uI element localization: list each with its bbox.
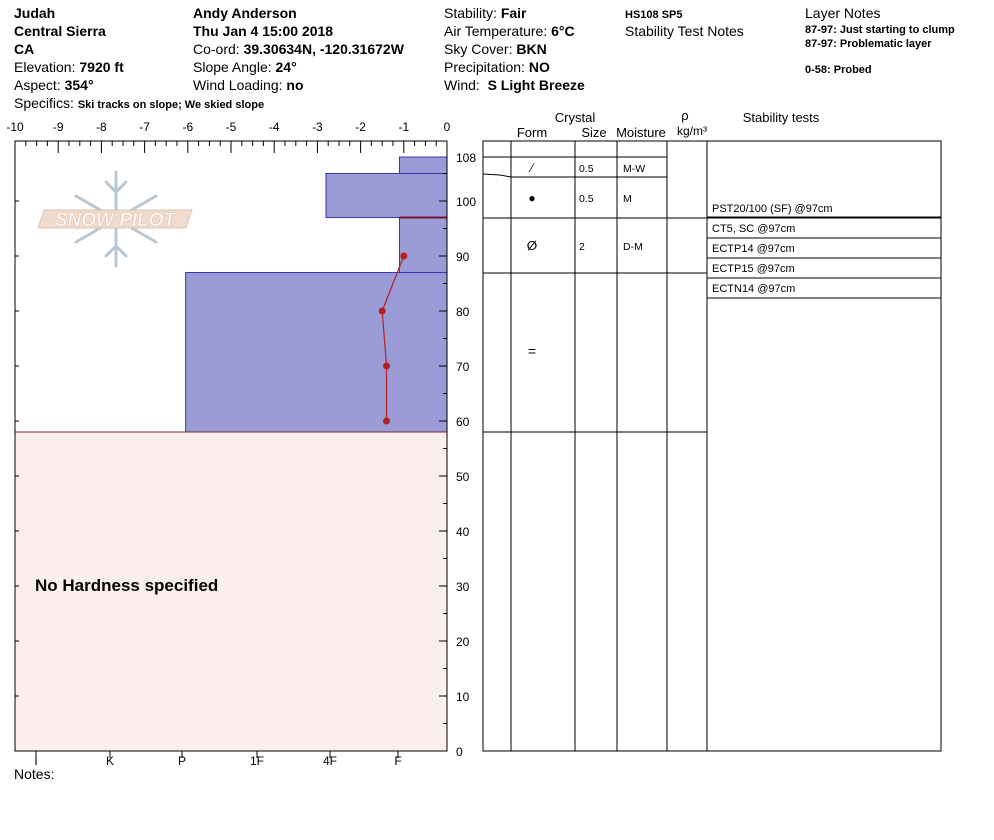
height-tick-label: 0 — [456, 745, 463, 759]
height-tick-label: 100 — [456, 195, 476, 209]
temp-tick-label: -7 — [139, 120, 150, 134]
state: CA — [14, 41, 35, 57]
temperature-point — [383, 362, 391, 370]
layer-note-2: 87-97: Problematic layer — [805, 38, 932, 50]
header-rho: ρ — [681, 108, 688, 123]
header-stability-tests: Stability tests — [743, 110, 820, 125]
layer-size: 0.5 — [579, 193, 594, 205]
observer: Andy Anderson — [193, 5, 297, 21]
header-size: Size — [581, 125, 606, 140]
hardness-tick-label: K — [106, 754, 114, 768]
sky-cover: Sky Cover: BKN — [444, 41, 547, 57]
air-temperature: Air Temperature: 6°C — [444, 23, 575, 39]
layer-size: 2 — [579, 241, 585, 253]
hardness-tick-label: I — [34, 754, 37, 768]
leader-line — [482, 173, 512, 178]
layer-moisture: M-W — [623, 163, 645, 175]
wind: Wind: S Light Breeze — [444, 77, 585, 93]
layer-moisture: D-M — [623, 241, 643, 253]
layer-note-1: 87-97: Just starting to clump — [805, 24, 955, 36]
layer-note-3: 0-58: Probed — [805, 64, 872, 76]
header-moisture: Moisture — [616, 125, 666, 140]
height-tick-label: 20 — [456, 635, 470, 649]
temperature-point — [378, 307, 386, 315]
logo-text: SNOW PILOT — [55, 210, 177, 231]
layer-moisture: M — [623, 193, 632, 205]
temp-tick-label: -1 — [398, 120, 409, 134]
height-tick-label: 80 — [456, 305, 470, 319]
temp-tick-label: -4 — [269, 120, 280, 134]
hardness-tick-label: P — [178, 754, 186, 768]
stability-test: ECTP14 @97cm — [712, 243, 795, 255]
layer-notes-title: Layer Notes — [805, 5, 881, 21]
aspect: Aspect: 354° — [14, 77, 94, 93]
header-form: Form — [517, 125, 547, 140]
coordinates: Co-ord: 39.30634N, -120.31672W — [193, 41, 404, 57]
wind-loading: Wind Loading: no — [193, 77, 304, 93]
temp-tick-label: 0 — [444, 120, 451, 134]
temp-tick-label: -6 — [182, 120, 193, 134]
snow-height: HS108 SP5 — [625, 9, 683, 21]
specifics: Specifics: Ski tracks on slope; We skied… — [14, 95, 265, 111]
header-density-unit: kg/m³ — [677, 124, 707, 138]
temp-tick-label: -5 — [226, 120, 237, 134]
temp-tick-label: -9 — [53, 120, 64, 134]
layer-form: ⁄ — [528, 161, 535, 175]
height-tick-label: 50 — [456, 470, 470, 484]
layer-form: ● — [528, 191, 535, 205]
layer-form: ⵁ — [527, 239, 538, 253]
stability-test: ECTP15 @97cm — [712, 263, 795, 275]
hardness-layer-1 — [325, 173, 448, 218]
stability-test: PST20/100 (SF) @97cm — [712, 203, 833, 215]
hardness-tick-label: 1F — [250, 754, 264, 768]
stability-test-notes-label: Stability Test Notes — [625, 23, 744, 39]
snowpilot-logo: SNOW PILOT — [37, 170, 193, 268]
mountain-range: Central Sierra — [14, 23, 106, 39]
hardness-tick-label: 4F — [323, 754, 337, 768]
height-tick-label: 60 — [456, 415, 470, 429]
hardness-tick-label: F — [394, 754, 401, 768]
temperature-line — [381, 255, 405, 421]
stability-test: CT5, SC @97cm — [712, 223, 795, 235]
height-tick-label: 10 — [456, 690, 470, 704]
datetime: Thu Jan 4 15:00 2018 — [193, 23, 334, 39]
hardness-layer-3 — [185, 272, 448, 433]
temp-tick-label: -3 — [312, 120, 323, 134]
location-name: Judah — [14, 5, 56, 21]
layer-table-frame — [482, 140, 942, 752]
temperature-point — [383, 417, 391, 425]
temp-tick-label: -2 — [355, 120, 366, 134]
height-tick-label: 30 — [456, 580, 470, 594]
height-tick-label: 90 — [456, 250, 470, 264]
header-crystal: Crystal — [555, 110, 596, 125]
stability-test: ECTN14 @97cm — [712, 283, 795, 295]
elevation: Elevation: 7920 ft — [14, 59, 124, 75]
height-tick-label: 40 — [456, 525, 470, 539]
temp-tick-label: -8 — [96, 120, 107, 134]
notes-label: Notes: — [14, 766, 55, 782]
layer-form: = — [528, 343, 536, 359]
slope-angle: Slope Angle: 24° — [193, 59, 297, 75]
hardness-layer-2 — [398, 217, 448, 273]
no-hardness-label: No Hardness specified — [35, 576, 218, 595]
height-top-label: 108 — [456, 151, 476, 165]
precipitation: Precipitation: NO — [444, 59, 550, 75]
height-tick-label: 70 — [456, 360, 470, 374]
stability: Stability: Fair — [444, 5, 527, 21]
temperature-point — [400, 252, 408, 260]
temp-tick-label: -10 — [6, 120, 24, 134]
layer-size: 0.5 — [579, 163, 594, 175]
hardness-layer-0 — [398, 156, 448, 174]
